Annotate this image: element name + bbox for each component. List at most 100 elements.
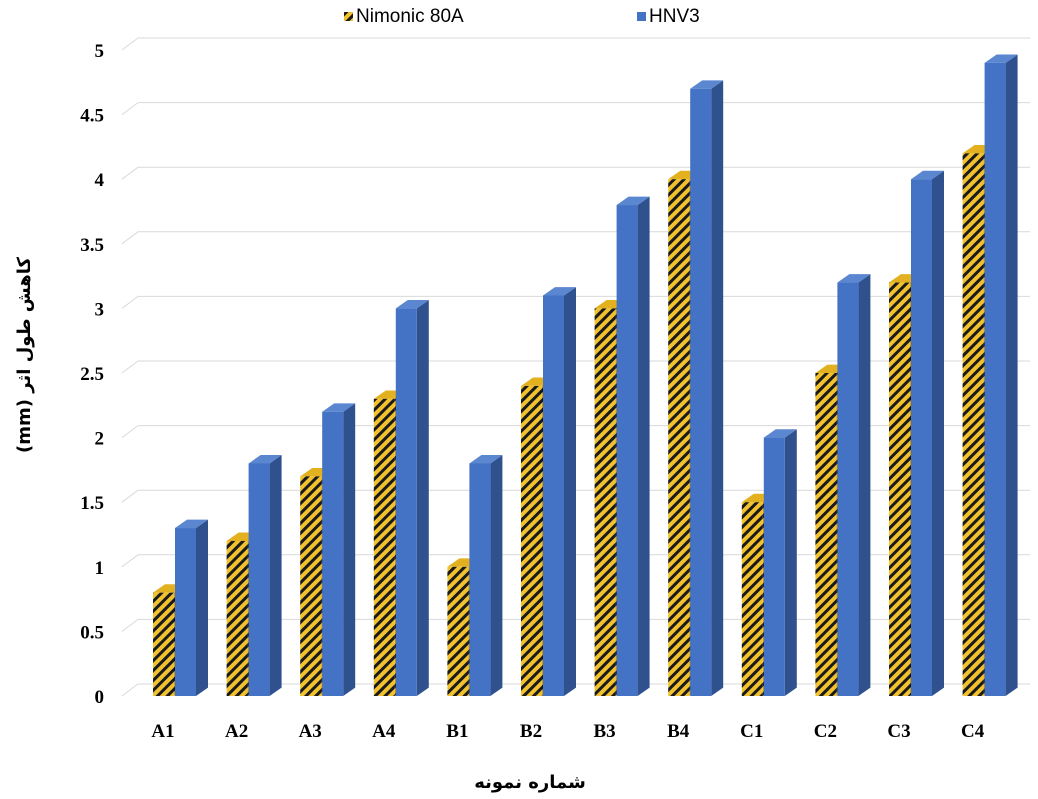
legend-label-nimonic-80a: Nimonic 80A — [356, 6, 464, 27]
x-axis-title: شماره نمونه — [474, 772, 586, 793]
bar-top — [616, 196, 650, 206]
bar-b3-hnv3 — [616, 196, 650, 697]
y-tick-label: 4 — [95, 170, 105, 191]
bar-front — [543, 295, 564, 696]
bar-side — [269, 455, 282, 696]
bar-top — [984, 54, 1018, 63]
bar-b1-hnv3 — [469, 455, 503, 696]
bar-front — [616, 205, 638, 697]
x-tick-label: A2 — [225, 721, 248, 742]
bar-front — [248, 463, 270, 696]
y-tick-label: 0 — [95, 687, 105, 708]
bar-c1-hnv3 — [763, 429, 797, 696]
bar-side — [1005, 54, 1018, 696]
bar-front — [815, 373, 837, 696]
gridline-diagonal — [121, 295, 139, 309]
bar-b2-hnv3 — [543, 287, 576, 696]
y-tick-label: 2.5 — [80, 364, 104, 385]
bar-side — [490, 455, 503, 696]
bar-side — [196, 519, 208, 696]
bar-front — [322, 411, 344, 696]
bars — [153, 54, 1018, 697]
bar-front — [175, 528, 196, 696]
x-tick-label: B1 — [446, 721, 468, 742]
gridline-diagonal — [121, 166, 139, 180]
x-tick-label: A3 — [299, 721, 322, 742]
bar-top — [911, 170, 944, 180]
legend-swatch-hnv3 — [637, 12, 646, 21]
x-tick-label: B3 — [594, 721, 616, 742]
bar-front — [763, 437, 785, 696]
y-axis-ticks: 0 0.5 1 1.5 2 2.5 3 3.5 4 4.5 5 — [80, 41, 104, 708]
y-tick-label: 1.5 — [80, 493, 104, 514]
x-tick-label: B2 — [520, 721, 542, 742]
gridlines — [121, 37, 1030, 697]
y-tick-label: 5 — [95, 41, 105, 62]
bar-side — [416, 300, 429, 696]
y-tick-label: 3.5 — [80, 235, 104, 256]
bar-front — [962, 153, 984, 697]
bar-side — [343, 403, 356, 696]
bar-top — [175, 519, 208, 529]
bar-side — [858, 274, 871, 696]
bar-front — [984, 62, 1006, 697]
gridline-diagonal — [121, 619, 139, 632]
y-tick-label: 1 — [95, 558, 105, 579]
gridline-diagonal — [121, 231, 139, 245]
bar-front — [226, 540, 248, 696]
bar-side — [564, 287, 576, 696]
bar-a2-hnv3 — [248, 455, 282, 696]
bar-front — [837, 282, 859, 696]
gridline-diagonal — [121, 554, 139, 568]
bar-front — [395, 308, 417, 696]
bar-front — [153, 592, 174, 696]
legend-swatch-nimonic-80a — [344, 12, 353, 21]
x-tick-label: C1 — [740, 721, 763, 742]
bar-top — [837, 274, 871, 283]
x-tick-label: B4 — [667, 721, 690, 742]
bar-front — [690, 88, 712, 696]
gridline-diagonal — [121, 425, 139, 439]
gridline-diagonal — [121, 683, 139, 697]
bar-front — [469, 463, 491, 696]
bar-a4-hnv3 — [395, 300, 429, 696]
gridline-diagonal — [121, 489, 139, 503]
gridline-diagonal — [121, 37, 139, 51]
bar-top — [690, 80, 724, 89]
bar-c3-hnv3 — [911, 170, 944, 697]
y-tick-label: 3 — [95, 299, 105, 320]
x-tick-label: C2 — [814, 721, 837, 742]
bar-c2-hnv3 — [837, 274, 871, 696]
bar-front — [889, 282, 910, 696]
bar-side — [932, 170, 944, 697]
bar-front — [668, 179, 690, 696]
x-tick-label: C3 — [887, 721, 910, 742]
y-tick-label: 0.5 — [80, 622, 104, 643]
x-tick-label: A1 — [151, 721, 174, 742]
bar-top — [395, 300, 429, 309]
bar-top — [763, 429, 797, 438]
bar-a1-hnv3 — [175, 519, 208, 696]
bar-front — [521, 385, 542, 696]
x-tick-label: A4 — [372, 721, 396, 742]
bar-top — [248, 455, 282, 464]
y-tick-label: 4.5 — [80, 106, 104, 127]
gridline-diagonal — [121, 102, 139, 115]
bar-a3-hnv3 — [322, 403, 356, 696]
bar-side — [711, 80, 724, 697]
y-axis-title: کاهش طول اثر (mm) — [14, 257, 35, 453]
bar-side — [637, 196, 650, 696]
x-axis-ticks: A1 A2 A3 A4 B1 B2 B3 B4 C1 C2 C3 C4 — [151, 721, 984, 742]
bar-b4-hnv3 — [690, 80, 724, 697]
y-tick-label: 2 — [95, 429, 105, 450]
bar-front — [741, 502, 763, 696]
bar-side — [784, 429, 797, 696]
legend-label-hnv3: HNV3 — [649, 6, 700, 27]
legend: Nimonic 80A HNV3 — [344, 6, 700, 27]
gridline-diagonal — [121, 360, 139, 374]
bar-top — [469, 455, 503, 464]
bar-top — [322, 403, 356, 412]
bar-front — [594, 308, 616, 696]
bar-front — [911, 179, 932, 696]
